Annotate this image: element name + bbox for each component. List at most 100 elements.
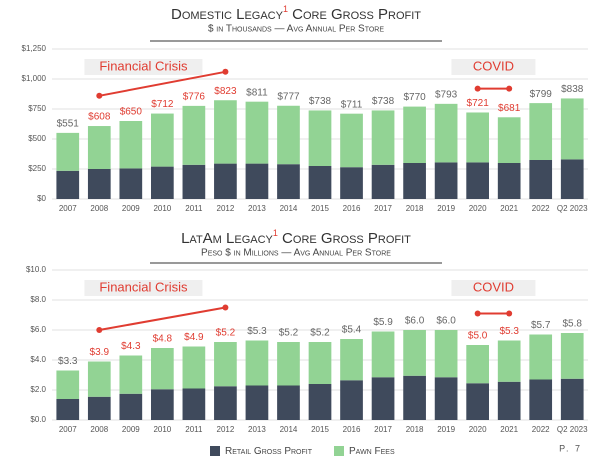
bar-segment bbox=[497, 117, 521, 163]
title-part: LatAm Legacy bbox=[181, 230, 273, 247]
y-tick-label: $2.0 bbox=[30, 385, 46, 394]
bar-segment bbox=[560, 378, 584, 420]
bar-segment bbox=[87, 361, 111, 397]
x-tick-label: 2021 bbox=[500, 425, 518, 434]
annotation-dot bbox=[474, 310, 481, 317]
x-tick-label: 2014 bbox=[280, 425, 298, 434]
y-tick-label: $250 bbox=[28, 164, 46, 173]
bar-segment bbox=[56, 132, 80, 171]
bar-segment bbox=[466, 162, 489, 199]
x-tick-label: 2013 bbox=[248, 425, 266, 434]
bar-segment bbox=[434, 377, 458, 420]
x-tick-label: 2018 bbox=[406, 204, 424, 213]
bar-segment bbox=[434, 162, 458, 199]
x-tick-label: 2019 bbox=[437, 425, 455, 434]
annotation-text: Financial Crisis bbox=[99, 58, 188, 73]
title-part: Core Gross Profit bbox=[278, 230, 411, 247]
annotation-dot bbox=[96, 92, 103, 99]
annotation-box bbox=[84, 59, 203, 75]
bar-segment bbox=[56, 370, 80, 399]
total-label: $776 bbox=[183, 92, 206, 103]
bar-segment bbox=[371, 331, 395, 378]
total-label: $4.8 bbox=[153, 334, 173, 345]
bar-segment bbox=[214, 100, 237, 164]
bar-segment bbox=[56, 170, 80, 199]
x-tick-label: 2012 bbox=[217, 425, 235, 434]
total-label: $5.7 bbox=[531, 320, 551, 331]
bar-segment bbox=[560, 333, 584, 379]
x-tick-label: 2008 bbox=[90, 425, 108, 434]
x-tick-label: 2011 bbox=[185, 425, 203, 434]
bar-segment bbox=[277, 385, 300, 420]
total-label: $770 bbox=[403, 92, 426, 103]
bar-segment bbox=[308, 384, 332, 420]
bar-segment bbox=[151, 389, 174, 420]
bar-segment bbox=[529, 103, 553, 160]
y-tick-label: $1,000 bbox=[22, 74, 47, 83]
annotation-line bbox=[99, 70, 226, 97]
title-part: 1 bbox=[273, 228, 278, 238]
bar-segment bbox=[87, 126, 111, 169]
bar-segment bbox=[497, 163, 521, 199]
x-tick-label: 2022 bbox=[532, 204, 550, 213]
bar-segment bbox=[277, 164, 300, 199]
bar-segment bbox=[466, 112, 489, 163]
annotation-dot bbox=[96, 327, 103, 333]
bar-segment bbox=[434, 103, 458, 163]
bar-segment bbox=[277, 342, 300, 386]
total-label: $5.0 bbox=[468, 331, 488, 342]
bar-segment bbox=[403, 106, 426, 163]
total-label: $799 bbox=[530, 89, 553, 100]
bar-segment bbox=[308, 110, 332, 166]
total-label: $721 bbox=[467, 98, 490, 109]
total-label: $650 bbox=[120, 107, 143, 118]
legend-swatch bbox=[334, 446, 344, 456]
total-label: $711 bbox=[341, 99, 363, 110]
x-tick-label: 2018 bbox=[406, 425, 424, 434]
total-label: $712 bbox=[151, 99, 174, 110]
bar-segment bbox=[497, 340, 521, 382]
bar-segment bbox=[371, 110, 395, 165]
annotation-box bbox=[451, 59, 536, 75]
title-part: Domestic Legacy bbox=[171, 6, 284, 23]
bar-segment bbox=[182, 388, 206, 420]
bar-segment bbox=[87, 169, 111, 199]
bar-segment bbox=[56, 399, 80, 420]
total-label: $5.3 bbox=[247, 326, 267, 337]
annotation-dot bbox=[506, 85, 513, 92]
x-tick-label: 2009 bbox=[122, 204, 140, 213]
bar-segment bbox=[340, 113, 363, 168]
bar-segment bbox=[119, 393, 143, 420]
bar-segment bbox=[529, 334, 553, 380]
bar-segment bbox=[529, 379, 553, 420]
total-label: $5.3 bbox=[499, 326, 519, 337]
bar-segment bbox=[245, 101, 269, 164]
total-label: $608 bbox=[88, 112, 111, 123]
x-tick-label: 2019 bbox=[437, 204, 455, 213]
total-label: $681 bbox=[498, 103, 521, 114]
bar-segment bbox=[434, 330, 458, 378]
x-tick-label: Q2 2023 bbox=[557, 204, 588, 213]
bar-segment bbox=[560, 98, 584, 160]
total-label: $5.2 bbox=[310, 328, 330, 339]
chart-title: LatAm Legacy1 Core Gross Profit bbox=[181, 228, 411, 247]
total-label: $5.2 bbox=[279, 328, 299, 339]
x-tick-label: 2009 bbox=[122, 425, 140, 434]
x-tick-label: Q2 2023 bbox=[557, 425, 588, 434]
x-tick-label: 2010 bbox=[153, 204, 171, 213]
x-tick-label: 2007 bbox=[59, 425, 77, 434]
total-label: $777 bbox=[277, 91, 300, 102]
total-label: $811 bbox=[246, 87, 268, 98]
x-tick-label: 2016 bbox=[343, 425, 361, 434]
annotation-box bbox=[84, 280, 203, 296]
bar-segment bbox=[560, 159, 584, 199]
annotation-text: COVID bbox=[473, 58, 514, 73]
legend-label: Pawn Fees bbox=[349, 446, 395, 457]
bar-segment bbox=[403, 330, 426, 376]
annotation-text: Financial Crisis bbox=[99, 279, 188, 294]
total-label: $6.0 bbox=[405, 316, 425, 327]
legend-label: Retail Gross Profit bbox=[225, 446, 313, 457]
x-tick-label: 2012 bbox=[217, 204, 235, 213]
x-tick-label: 2014 bbox=[280, 204, 298, 213]
